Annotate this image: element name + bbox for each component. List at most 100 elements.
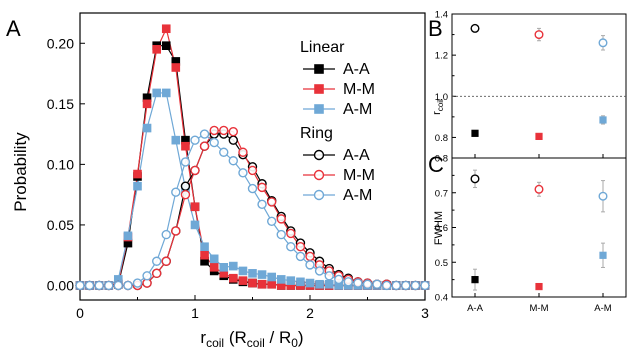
data-point: [180, 181, 191, 191]
x-tick-label-a: 2: [306, 305, 314, 321]
data-point: [199, 129, 210, 139]
y-tick-label-a: 0.10: [47, 156, 74, 172]
data-point-ring: [534, 30, 544, 40]
data-point: [113, 280, 123, 291]
data-point: [200, 250, 209, 260]
data-point: [410, 280, 421, 291]
data-point: [219, 147, 229, 157]
data-point-ring: [534, 184, 544, 194]
data-point: [228, 156, 238, 166]
legend-entry: A-M: [343, 187, 372, 204]
data-point: [276, 229, 286, 240]
data-point: [190, 220, 200, 230]
data-point: [314, 266, 325, 276]
y-tick-label: 1.0: [435, 92, 448, 103]
data-point: [276, 275, 286, 284]
data-point: [257, 279, 267, 289]
data-point-linear: [471, 129, 479, 137]
y-tick-label: 1.2: [435, 51, 448, 62]
data-point: [228, 135, 238, 145]
data-point: [133, 181, 142, 191]
legend-entry: M-M: [343, 167, 375, 184]
data-point: [199, 141, 210, 151]
x-tick-label-a: 3: [421, 305, 429, 321]
data-point: [247, 183, 258, 194]
data-point: [142, 99, 152, 109]
data-point: [104, 280, 114, 291]
legend-entry: A-M: [343, 101, 372, 118]
data-point: [209, 263, 219, 272]
data-point: [248, 278, 257, 288]
data-point-linear: [471, 276, 479, 284]
legend-marker: [313, 169, 325, 181]
data-point: [296, 277, 305, 287]
data-point: [123, 231, 133, 241]
data-point: [420, 280, 430, 291]
data-point: [161, 41, 171, 50]
data-point: [248, 269, 257, 278]
data-point: [133, 169, 142, 179]
data-point: [295, 242, 306, 252]
legend-heading: Linear: [300, 39, 345, 56]
y-axis-label-a: Probability: [11, 132, 30, 212]
data-point: [247, 165, 258, 176]
data-point: [161, 88, 171, 98]
data-point: [84, 280, 95, 291]
data-point-ring: [470, 23, 480, 33]
data-point: [267, 272, 277, 282]
legend-marker: [313, 189, 325, 201]
panel-label-b: B: [428, 16, 443, 41]
legend-entry: A-A: [343, 147, 370, 164]
data-point: [190, 165, 200, 176]
data-point: [286, 242, 296, 252]
y-tick-label-a: 0.15: [47, 96, 74, 112]
panel-c: C 0.4 0.5 0.6 0.7 0.8 A-A M-M A-M FWHM: [428, 152, 627, 314]
data-point-linear: [535, 282, 543, 291]
data-point: [142, 123, 152, 133]
y-tick-label: 0.7: [435, 188, 448, 199]
y-tick-label: 0.8: [435, 154, 448, 165]
data-point: [152, 268, 162, 279]
data-point: [180, 157, 191, 167]
data-point: [305, 278, 315, 288]
panel-a: A 0 1 2 3 0.00 0.05 0.10 0.15 0.20 Probability r…: [6, 12, 430, 350]
x-axis-label-a: rcoil (Rcoil / R0): [200, 328, 303, 350]
data-point: [267, 279, 277, 289]
data-point: [209, 137, 219, 148]
y-tick-label-a: 0.20: [47, 35, 74, 51]
data-point: [94, 280, 104, 291]
data-point: [257, 182, 267, 193]
data-point: [257, 270, 267, 279]
legend-marker: [313, 149, 325, 161]
data-point-ring: [470, 174, 480, 184]
y-tick-label-a: 0.05: [47, 217, 74, 233]
panel-label-a: A: [6, 16, 21, 41]
data-point: [267, 216, 277, 226]
y-axis-label-b: rcoil: [431, 99, 445, 115]
data-point: [238, 276, 248, 285]
data-point: [132, 278, 143, 288]
legend: Linear A-A M-M A-M Ring A-A M-M A-M: [300, 39, 375, 204]
data-point: [209, 125, 219, 136]
data-point: [315, 279, 324, 289]
panel-label-c: C: [428, 152, 444, 177]
data-point-linear: [535, 132, 543, 141]
data-point-linear: [599, 251, 607, 259]
data-point-ring: [598, 38, 608, 48]
data-point: [171, 63, 181, 72]
data-point: [190, 202, 200, 212]
legend-marker: [314, 104, 324, 114]
data-point: [401, 280, 411, 291]
series-line-ring-m-m: [80, 129, 425, 287]
data-point: [161, 24, 171, 34]
x-tick-label-a: 0: [76, 305, 84, 321]
data-point: [152, 256, 162, 266]
legend-entry: A-A: [343, 61, 370, 78]
data-point: [353, 278, 363, 288]
data-point-ring: [598, 191, 608, 201]
data-point: [382, 280, 392, 291]
legend-marker: [314, 84, 324, 94]
data-point: [181, 141, 190, 151]
data-point: [152, 88, 162, 98]
